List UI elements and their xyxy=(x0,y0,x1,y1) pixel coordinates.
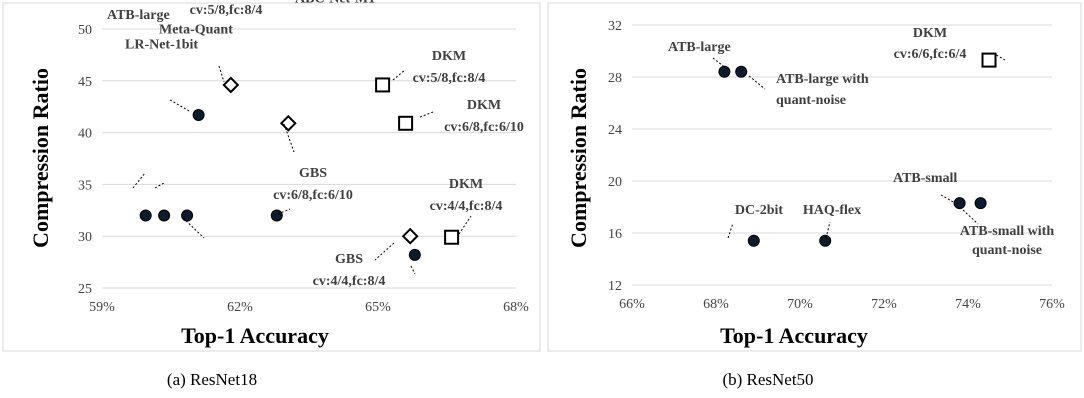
y-tick-label: 16 xyxy=(608,227,622,242)
y-tick-label: 20 xyxy=(608,175,622,190)
y-axis-title: Compression Ratio xyxy=(566,68,591,248)
annotation-leader xyxy=(940,194,956,204)
x-tick-label: 72% xyxy=(871,297,897,312)
data-point-circle xyxy=(139,209,152,222)
x-tick-label: 59% xyxy=(89,300,115,315)
x-tick-label: 66% xyxy=(619,297,645,312)
panel-caption: (a) ResNet18 xyxy=(167,370,257,389)
x-tick-label: 68% xyxy=(503,300,529,315)
data-point-circle xyxy=(735,65,748,78)
point-annotation: DC-2bit xyxy=(735,203,784,218)
annotation-leader xyxy=(182,217,205,239)
x-tick-label: 65% xyxy=(365,300,391,315)
annotation-leader xyxy=(283,123,295,153)
data-point-circle xyxy=(408,248,421,261)
x-tick-label: 68% xyxy=(703,297,729,312)
annotation-leader xyxy=(154,182,165,189)
annotation-leader xyxy=(962,209,979,225)
point-annotation: cv:6/8,fc:6/10 xyxy=(273,188,353,203)
data-point-circle xyxy=(181,209,194,222)
x-tick-label: 74% xyxy=(955,297,981,312)
y-tick-label: 40 xyxy=(78,127,92,142)
data-point-circle xyxy=(819,234,832,247)
y-tick-label: 28 xyxy=(608,71,622,86)
point-annotation: cv:5/8,fc:8/4 xyxy=(413,71,486,86)
data-point-circle xyxy=(974,197,987,210)
y-tick-label: 24 xyxy=(608,123,622,138)
point-annotation: DKM xyxy=(913,26,947,41)
data-point-circle xyxy=(192,108,205,121)
annotation-leader xyxy=(727,222,734,239)
point-annotation: LR-Net-1bit xyxy=(125,37,198,52)
annotation-leader xyxy=(712,57,728,70)
point-annotation: ATB-large with xyxy=(776,72,869,87)
point-annotation: cv:6/8,fc:6/10 xyxy=(444,120,524,135)
point-annotation: DKM xyxy=(432,49,466,64)
y-tick-label: 30 xyxy=(78,230,92,245)
y-tick-label: 45 xyxy=(78,75,92,90)
point-annotation: ATB-large xyxy=(107,8,170,23)
point-annotation: GBS xyxy=(335,252,363,267)
point-annotation: quant-noise xyxy=(972,243,1042,258)
annotation-leader xyxy=(218,65,225,83)
point-annotation: ATB-small xyxy=(893,171,957,186)
y-tick-label: 35 xyxy=(78,178,92,193)
data-point-diamond xyxy=(279,114,297,132)
annotation-leader xyxy=(374,242,395,261)
data-point-diamond xyxy=(222,76,240,94)
panel-frame xyxy=(2,2,541,352)
point-annotation: ABC-Net-M1 xyxy=(295,0,375,6)
data-point-square xyxy=(375,77,391,93)
annotation-leader xyxy=(410,265,416,275)
annotation-leader xyxy=(169,99,192,113)
point-annotation: GBS xyxy=(299,166,327,181)
point-annotation: ATB-small with xyxy=(960,224,1054,239)
data-point-diamond xyxy=(401,227,419,245)
point-annotation: HAQ-flex xyxy=(803,203,861,218)
point-annotation: cv:4/4,fc:8/4 xyxy=(313,274,386,289)
x-tick-label: 62% xyxy=(227,300,253,315)
data-point-circle xyxy=(718,65,731,78)
x-axis-title: Top-1 Accuracy xyxy=(720,323,868,348)
annotation-leader xyxy=(748,75,766,90)
data-point-circle xyxy=(747,234,760,247)
y-tick-label: 32 xyxy=(608,19,622,34)
annotation-leader xyxy=(132,172,146,189)
chart-panel-1: 12 16 20 24 28 32 66% 68% 70% 72% 74% 76% Top-1 Accu… xyxy=(547,2,1082,389)
x-tick-label: 76% xyxy=(1039,297,1065,312)
data-point-circle xyxy=(953,197,966,210)
chart-panel-0: 25 30 35 40 45 50 59% 62% 65% 68% Top-1 Accuracy Co… xyxy=(2,0,541,389)
point-annotation: cv:4/4,fc:8/4 xyxy=(430,199,503,214)
point-annotation: quant-noise xyxy=(776,93,846,108)
data-point-circle xyxy=(270,209,283,222)
point-annotation: Meta-Quant xyxy=(159,22,233,37)
y-tick-label: 12 xyxy=(608,279,622,294)
panel-caption: (b) ResNet50 xyxy=(722,370,813,389)
data-point-circle xyxy=(158,209,171,222)
point-annotation: cv:6/6,fc:6/4 xyxy=(894,47,967,62)
data-point-square xyxy=(444,229,460,245)
point-annotation: ATB-large xyxy=(668,40,731,55)
annotation-leader xyxy=(825,221,831,239)
point-annotation: DKM xyxy=(449,177,483,192)
point-annotation: cv:5/8,fc:8/4 xyxy=(190,3,263,18)
y-axis-title: Compression Ratio xyxy=(28,68,53,248)
y-tick-label: 50 xyxy=(78,23,92,38)
data-point-square xyxy=(981,52,997,68)
x-axis-title: Top-1 Accuracy xyxy=(181,323,329,348)
point-annotation: DKM xyxy=(467,98,501,113)
y-tick-label: 25 xyxy=(78,282,92,297)
x-tick-label: 70% xyxy=(787,297,813,312)
annotation-leader xyxy=(392,69,406,81)
data-point-square xyxy=(398,115,414,131)
